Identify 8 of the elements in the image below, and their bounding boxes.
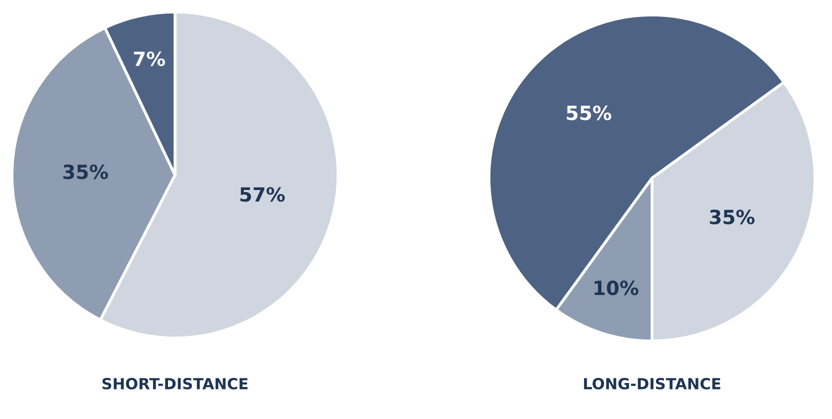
- data-label: 35%: [63, 164, 108, 180]
- text: LONG-DISTANCE: [584, 378, 720, 390]
- data-label: 7%: [134, 51, 166, 66]
- data-label: 55%: [566, 106, 612, 120]
- data-label: 35%: [710, 210, 755, 224]
- data-label: 10%: [594, 280, 638, 296]
- data-label: 57%: [240, 187, 285, 202]
- text: SHORT-DISTANCE: [102, 378, 248, 390]
